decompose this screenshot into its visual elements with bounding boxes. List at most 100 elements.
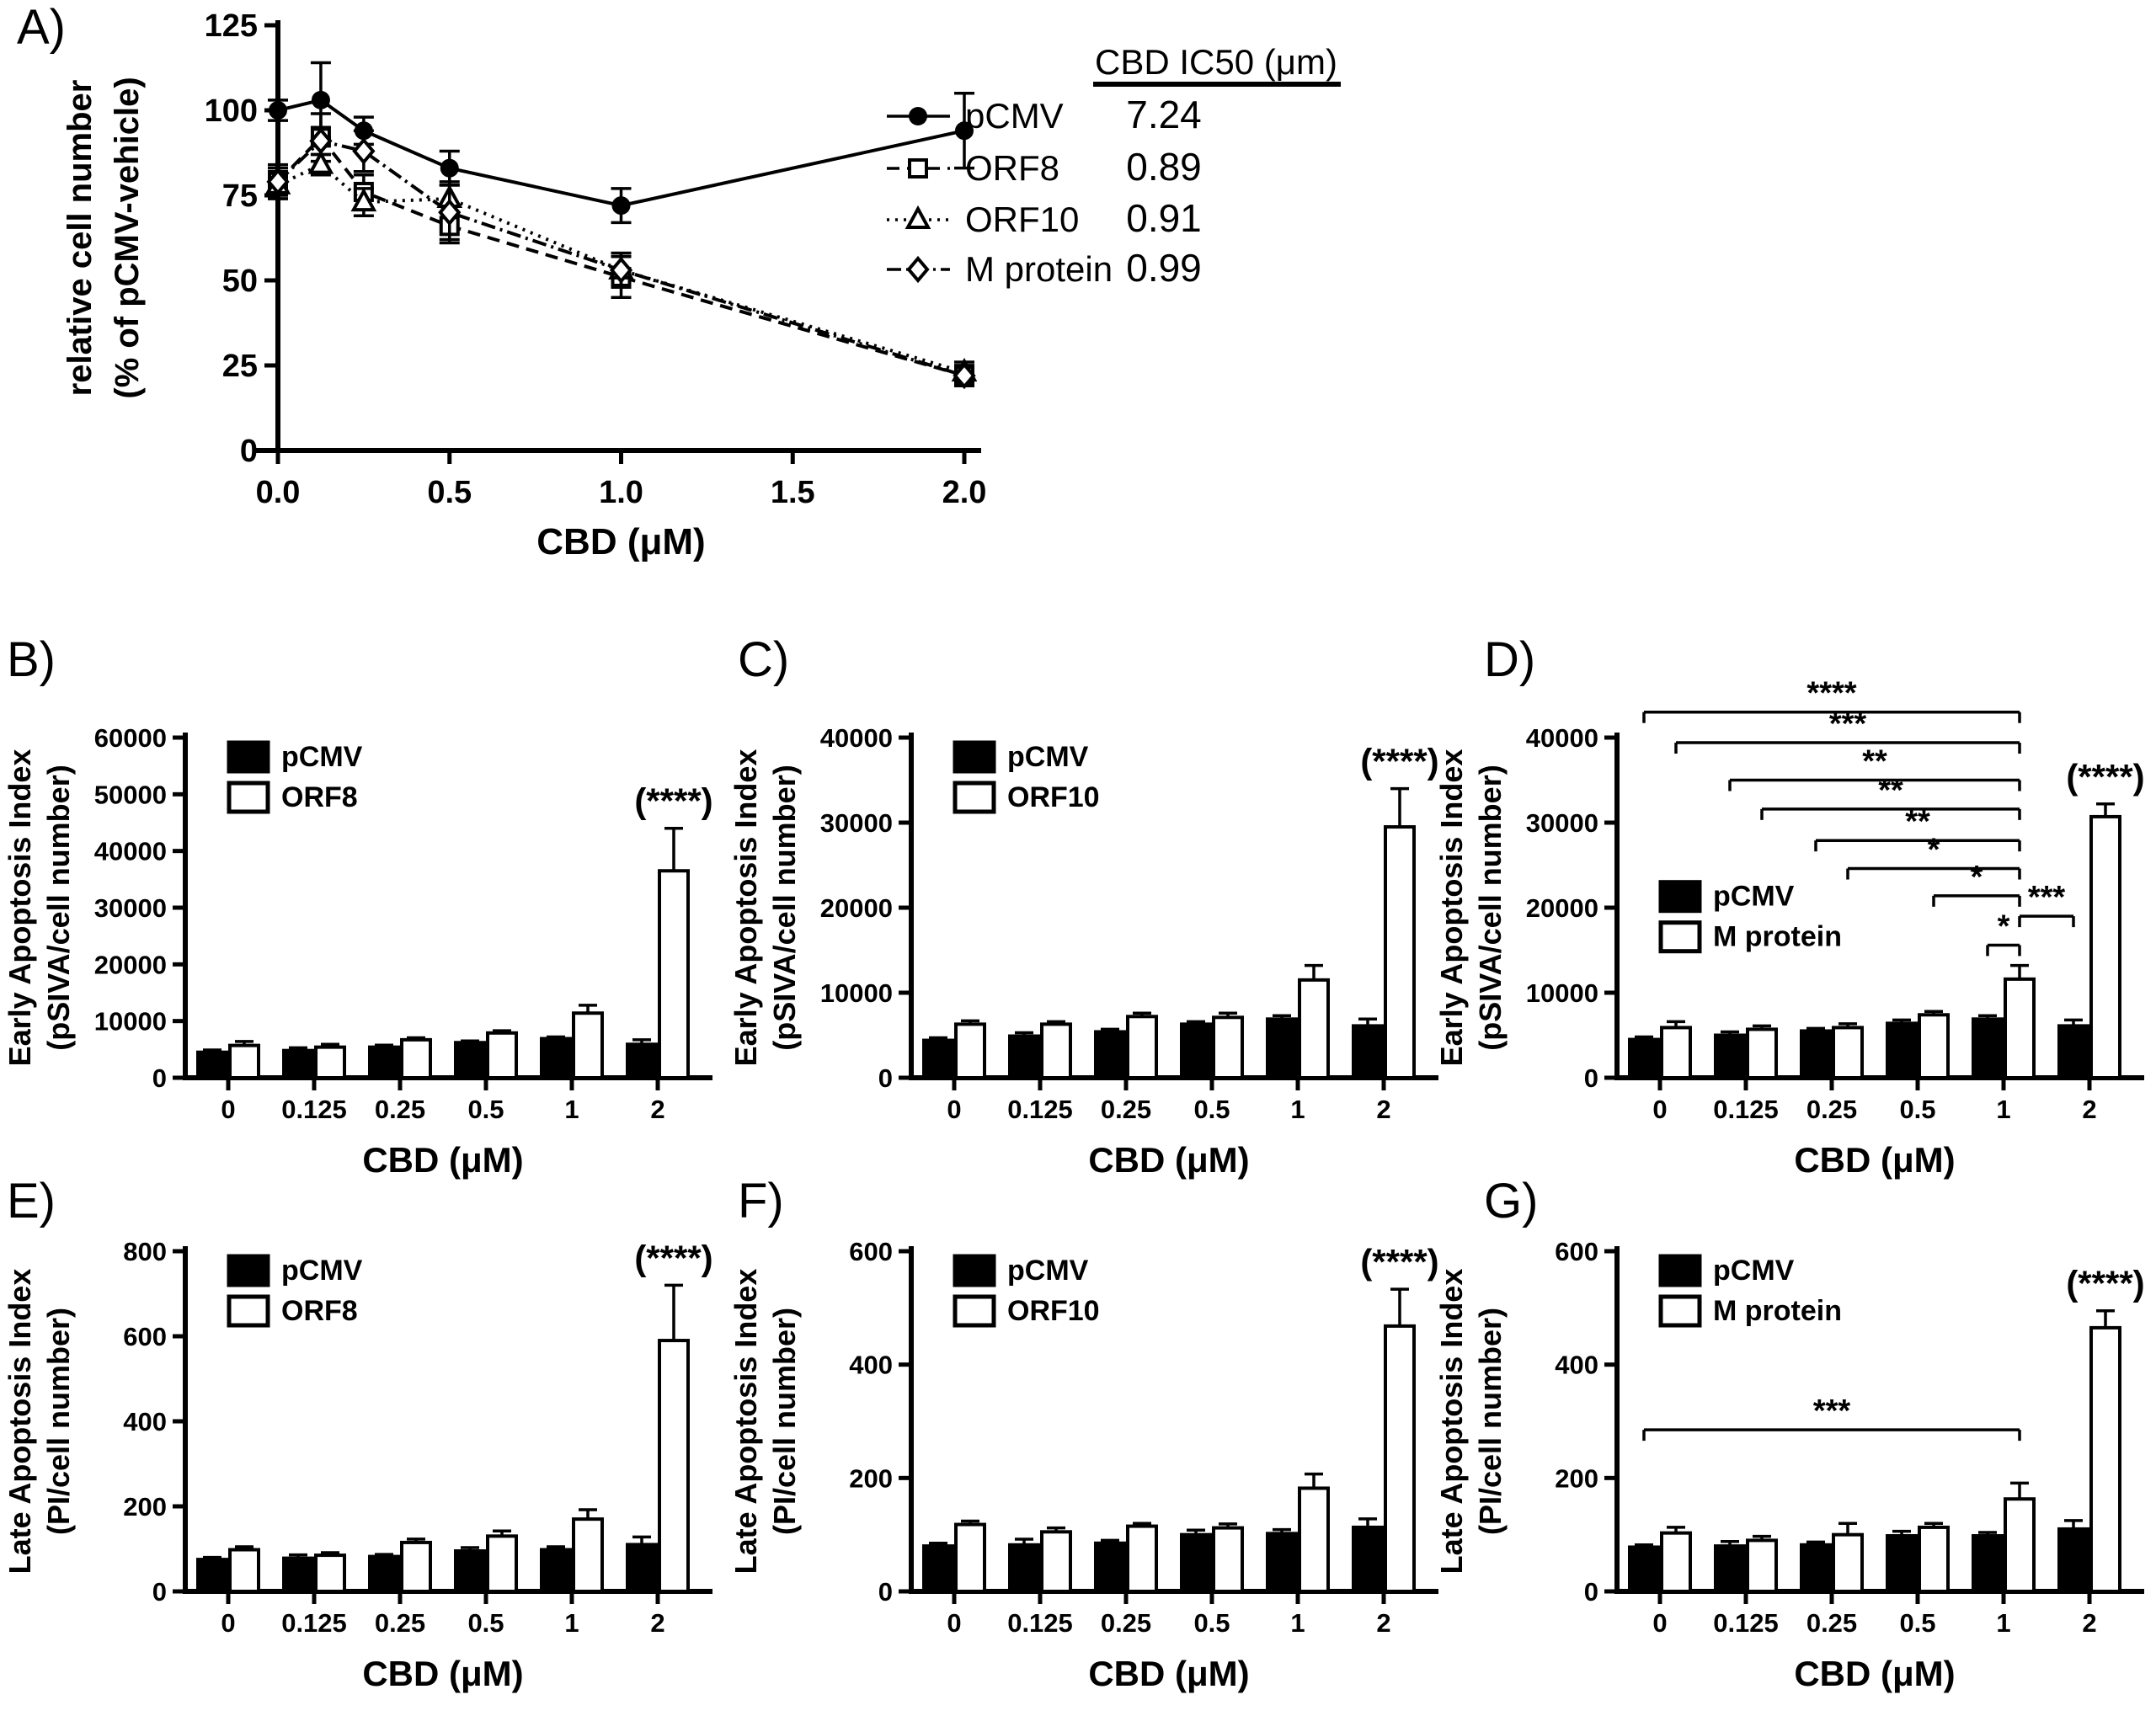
svg-text:CBD (μM): CBD (μM): [362, 1140, 523, 1180]
svg-text:30000: 30000: [1526, 808, 1598, 838]
svg-text:0.5: 0.5: [1193, 1095, 1230, 1124]
svg-text:20000: 20000: [820, 893, 893, 923]
svg-text:50000: 50000: [94, 780, 167, 809]
svg-text:(****): (****): [634, 781, 712, 821]
svg-text:2: 2: [650, 1095, 664, 1124]
svg-text:pCMV: pCMV: [281, 741, 363, 773]
svg-text:0: 0: [947, 1608, 961, 1638]
svg-text:1: 1: [1996, 1608, 2010, 1638]
svg-text:0.25: 0.25: [1806, 1095, 1857, 1124]
svg-text:100: 100: [205, 93, 258, 129]
svg-text:CBD (μM): CBD (μM): [536, 521, 705, 562]
svg-text:1: 1: [1290, 1095, 1305, 1124]
svg-text:(pSIVA/cell number): (pSIVA/cell number): [1473, 765, 1508, 1050]
svg-text:25: 25: [222, 349, 258, 384]
panel-a-dose-response-chart: 0 25 50 75 100 125 0.0 0.5 1.0 1.5 2.0 CBD (μM) rela…: [61, 8, 1341, 562]
svg-text:Late Apoptosis Index: Late Apoptosis Index: [728, 1269, 763, 1575]
svg-text:0: 0: [947, 1095, 961, 1124]
panel-label-f: F): [738, 1174, 784, 1228]
svg-text:0: 0: [240, 434, 258, 469]
svg-text:0: 0: [152, 1577, 167, 1607]
svg-text:40000: 40000: [1526, 723, 1598, 753]
svg-text:1: 1: [564, 1608, 579, 1638]
svg-text:0: 0: [1652, 1095, 1667, 1124]
panel-label-g: G): [1484, 1174, 1539, 1228]
svg-text:0.125: 0.125: [281, 1608, 347, 1638]
svg-text:(PI/cell number): (PI/cell number): [767, 1308, 802, 1535]
svg-text:20000: 20000: [94, 950, 167, 979]
svg-text:0.91: 0.91: [1126, 196, 1202, 240]
svg-text:0.125: 0.125: [1007, 1095, 1073, 1124]
panel-label-b: B): [7, 632, 56, 687]
panel-e-late-apoptosis-orf8-chart: 0 200 400 600 800 0 0.125 0.25 0.5 1 2 CBD (μM) Late…: [3, 1237, 713, 1693]
svg-text:CBD (μM): CBD (μM): [1088, 1140, 1249, 1180]
svg-text:(****): (****): [1360, 1242, 1438, 1282]
svg-text:600: 600: [849, 1237, 893, 1266]
svg-text:800: 800: [123, 1237, 167, 1266]
svg-text:pCMV: pCMV: [965, 96, 1064, 136]
svg-text:****: ****: [1806, 676, 1856, 711]
svg-text:(****): (****): [2066, 757, 2144, 797]
svg-text:2: 2: [1376, 1608, 1390, 1638]
svg-text:0.5: 0.5: [467, 1095, 504, 1124]
svg-text:(% of pCMV-vehicle): (% of pCMV-vehicle): [109, 77, 146, 398]
svg-text:CBD (μM): CBD (μM): [362, 1654, 523, 1693]
svg-text:75: 75: [222, 179, 258, 214]
svg-text:2: 2: [1376, 1095, 1390, 1124]
panel-label-d: D): [1484, 632, 1536, 687]
panel-b-early-apoptosis-orf8-chart: 0 10000 20000 30000 40000 50000 60000 0 0.125 0.2…: [3, 723, 713, 1180]
svg-text:0.25: 0.25: [375, 1608, 425, 1638]
svg-text:M protein: M protein: [1713, 921, 1842, 953]
svg-text:2: 2: [2082, 1608, 2096, 1638]
svg-text:7.24: 7.24: [1126, 93, 1202, 136]
svg-text:ORF10: ORF10: [1007, 1295, 1100, 1327]
panel-g-late-apoptosis-mprotein-chart: 0 200 400 600 0 0.125 0.25 0.5 1 2 CBD (μM) Late Ap…: [1434, 1237, 2145, 1693]
svg-text:***: ***: [1829, 706, 1867, 742]
svg-text:50: 50: [222, 264, 258, 299]
svg-text:0.125: 0.125: [1007, 1608, 1073, 1638]
svg-text:ORF8: ORF8: [281, 1295, 358, 1327]
panel-label-a: A): [17, 0, 66, 55]
svg-text:0: 0: [221, 1608, 235, 1638]
svg-text:0.5: 0.5: [1899, 1095, 1935, 1124]
svg-text:0: 0: [878, 1063, 893, 1093]
svg-text:Late Apoptosis Index: Late Apoptosis Index: [3, 1269, 37, 1575]
svg-text:(PI/cell number): (PI/cell number): [1473, 1308, 1508, 1535]
svg-text:600: 600: [123, 1322, 167, 1351]
svg-text:***: ***: [1813, 1394, 1851, 1429]
svg-text:1: 1: [1290, 1608, 1305, 1638]
svg-text:ORF10: ORF10: [965, 200, 1079, 239]
svg-text:0.25: 0.25: [1101, 1608, 1151, 1638]
svg-text:2: 2: [650, 1608, 664, 1638]
svg-text:0.125: 0.125: [281, 1095, 347, 1124]
svg-text:30000: 30000: [94, 893, 167, 923]
svg-text:(****): (****): [2066, 1264, 2144, 1303]
svg-text:0: 0: [152, 1063, 167, 1093]
svg-text:1.0: 1.0: [599, 475, 643, 510]
svg-text:0.125: 0.125: [1713, 1608, 1779, 1638]
svg-text:ORF8: ORF8: [965, 148, 1059, 188]
svg-text:M protein: M protein: [965, 249, 1113, 289]
svg-text:0: 0: [221, 1095, 235, 1124]
svg-text:200: 200: [123, 1492, 167, 1521]
svg-text:30000: 30000: [820, 808, 893, 838]
svg-text:40000: 40000: [94, 837, 167, 866]
svg-text:0.0: 0.0: [256, 475, 301, 510]
svg-text:0: 0: [1652, 1608, 1667, 1638]
svg-text:(PI/cell number): (PI/cell number): [41, 1308, 76, 1535]
svg-text:0.25: 0.25: [1101, 1095, 1151, 1124]
svg-text:pCMV: pCMV: [1713, 881, 1795, 913]
svg-text:Early Apoptosis Index: Early Apoptosis Index: [728, 749, 763, 1067]
svg-text:(****): (****): [1360, 742, 1438, 781]
svg-text:ORF8: ORF8: [281, 781, 358, 813]
svg-text:0.5: 0.5: [467, 1608, 504, 1638]
svg-text:pCMV: pCMV: [281, 1255, 363, 1287]
svg-text:400: 400: [123, 1407, 167, 1436]
svg-text:2.0: 2.0: [942, 475, 987, 510]
svg-text:(****): (****): [634, 1238, 712, 1277]
panel-d-early-apoptosis-mprotein-chart: 0 10000 20000 30000 40000 0 0.125 0.25 0.5 1 2 CBD …: [1434, 676, 2145, 1180]
svg-text:pCMV: pCMV: [1007, 741, 1089, 773]
svg-text:CBD (μM): CBD (μM): [1088, 1654, 1249, 1693]
svg-text:40000: 40000: [820, 723, 893, 753]
